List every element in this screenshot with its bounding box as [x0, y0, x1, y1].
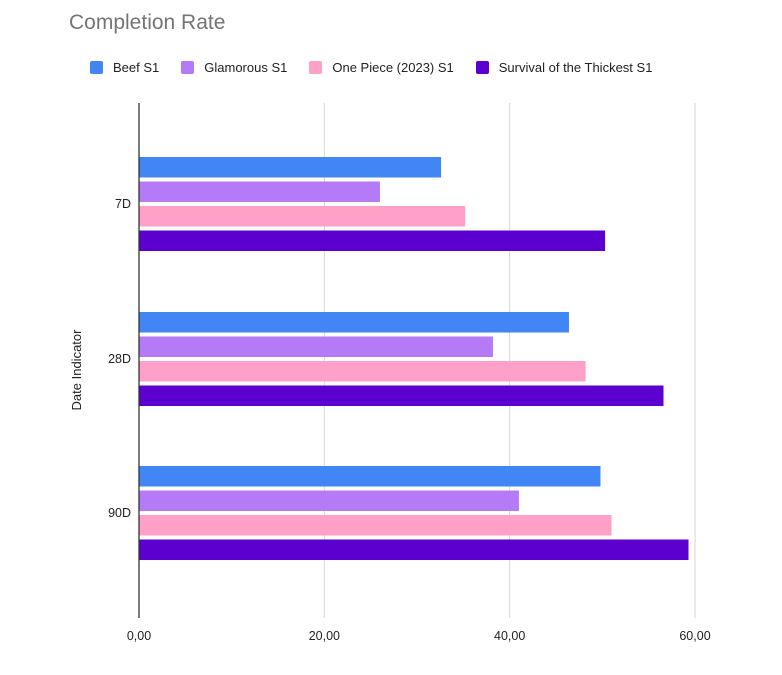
- bar-90d-series-3[interactable]: [139, 539, 689, 561]
- y-tick-label: 28D: [108, 352, 131, 366]
- legend-swatch-one-piece: [309, 61, 323, 74]
- bar-28d-series-0[interactable]: [139, 312, 569, 333]
- legend-item-survival[interactable]: Survival of the Thickest S1: [475, 60, 653, 75]
- bar-7d-series-3[interactable]: [139, 230, 606, 252]
- y-tick-label: 7D: [115, 197, 131, 211]
- chart-title: Completion Rate: [69, 11, 226, 34]
- legend-item-glamorous[interactable]: Glamorous S1: [181, 60, 287, 75]
- x-tick-label: 40,00: [494, 629, 525, 643]
- bar-28d-series-3[interactable]: [139, 385, 664, 407]
- bar-90d-series-1[interactable]: [139, 490, 519, 512]
- bar-28d-series-2[interactable]: [139, 361, 586, 382]
- bar-90d-series-0[interactable]: [139, 466, 601, 487]
- bar-28d-series-1[interactable]: [139, 336, 493, 358]
- legend-label-one-piece: One Piece (2023) S1: [332, 60, 454, 75]
- bar-7d-series-1[interactable]: [139, 181, 380, 203]
- bars: [139, 157, 689, 560]
- tick-labels: 0,00 20,00 40,00 60,00 7D 28D 90D: [108, 197, 711, 643]
- x-tick-label: 0,00: [127, 629, 151, 643]
- legend-label-survival: Survival of the Thickest S1: [498, 60, 653, 75]
- legend-item-one-piece[interactable]: One Piece (2023) S1: [309, 60, 454, 75]
- y-axis-label: Date Indicator: [69, 329, 84, 411]
- legend-label-glamorous: Glamorous S1: [204, 60, 288, 75]
- bar-7d-series-2[interactable]: [139, 206, 466, 227]
- legend-swatch-survival: [475, 61, 489, 74]
- legend-label-beef: Beef S1: [113, 60, 160, 75]
- legend-swatch-glamorous: [181, 61, 195, 74]
- x-tick-label: 20,00: [309, 629, 340, 643]
- legend-item-beef[interactable]: Beef S1: [90, 60, 159, 75]
- bar-90d-series-2[interactable]: [139, 515, 612, 536]
- legend: Beef S1 Glamorous S1 One Piece (2023) S1…: [90, 60, 674, 75]
- bar-7d-series-0[interactable]: [139, 157, 442, 178]
- legend-swatch-beef: [90, 61, 103, 74]
- y-tick-label: 90D: [108, 506, 131, 520]
- x-tick-label: 60,00: [679, 629, 710, 643]
